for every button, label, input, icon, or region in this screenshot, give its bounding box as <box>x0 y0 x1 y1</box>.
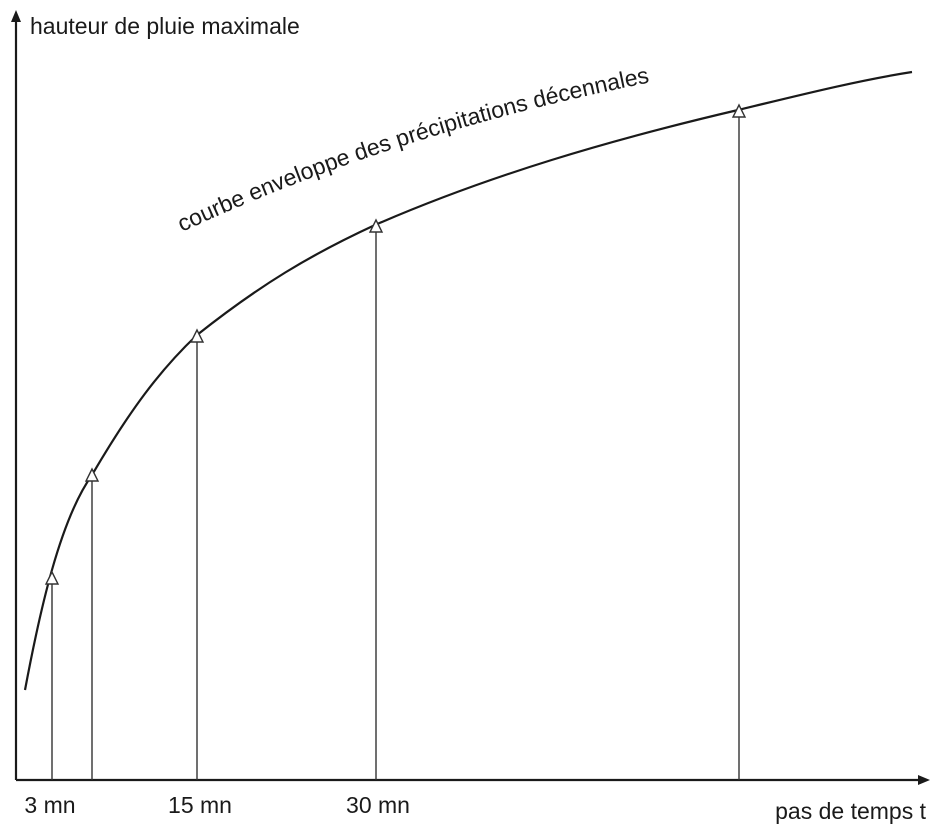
y-axis-arrow <box>11 10 21 22</box>
arrow-head <box>189 328 205 343</box>
y-axis-label: hauteur de pluie maximale <box>30 13 300 39</box>
arrow-head <box>84 467 100 482</box>
x-axis-label: pas de temps t <box>775 798 926 824</box>
x-label: 30 mn <box>346 792 410 818</box>
x-label: 3 mn <box>24 792 75 818</box>
arrow-head <box>731 103 747 118</box>
x-label: 15 mn <box>168 792 232 818</box>
arrow-head <box>44 570 60 585</box>
duration-arrows <box>44 103 747 780</box>
arrow-head <box>368 218 384 233</box>
x-axis-arrow <box>918 775 930 785</box>
envelope-curve <box>23 70 913 691</box>
